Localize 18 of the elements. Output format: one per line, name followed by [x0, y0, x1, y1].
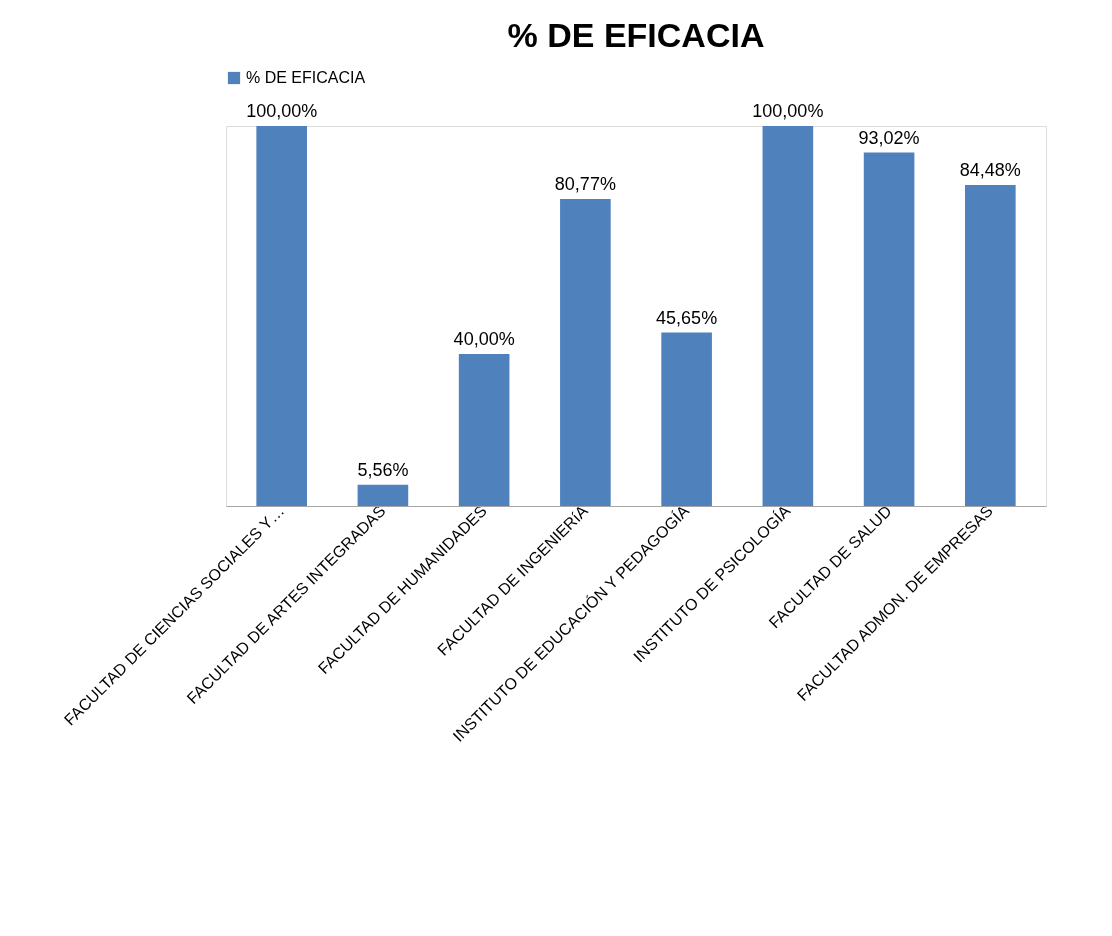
bar: [357, 484, 409, 506]
data-label: 5,56%: [357, 459, 409, 480]
bar: [256, 126, 307, 506]
data-label: 100,00%: [752, 101, 824, 121]
data-label: 45,65%: [656, 307, 718, 328]
data-label: 80,77%: [554, 174, 616, 195]
bar: [965, 184, 1016, 506]
bar: [863, 152, 915, 506]
bar: [762, 126, 814, 506]
bar: [661, 332, 712, 506]
bar: [458, 354, 510, 506]
data-label: 40,00%: [453, 329, 515, 349]
data-label: 100,00%: [246, 101, 318, 121]
chart-title: % DE EFICACIA: [507, 16, 765, 54]
data-label: 93,02%: [858, 127, 920, 148]
data-label: 84,48%: [959, 159, 1021, 180]
legend-label: % DE EFICACIA: [246, 69, 366, 86]
bar: [560, 199, 611, 506]
